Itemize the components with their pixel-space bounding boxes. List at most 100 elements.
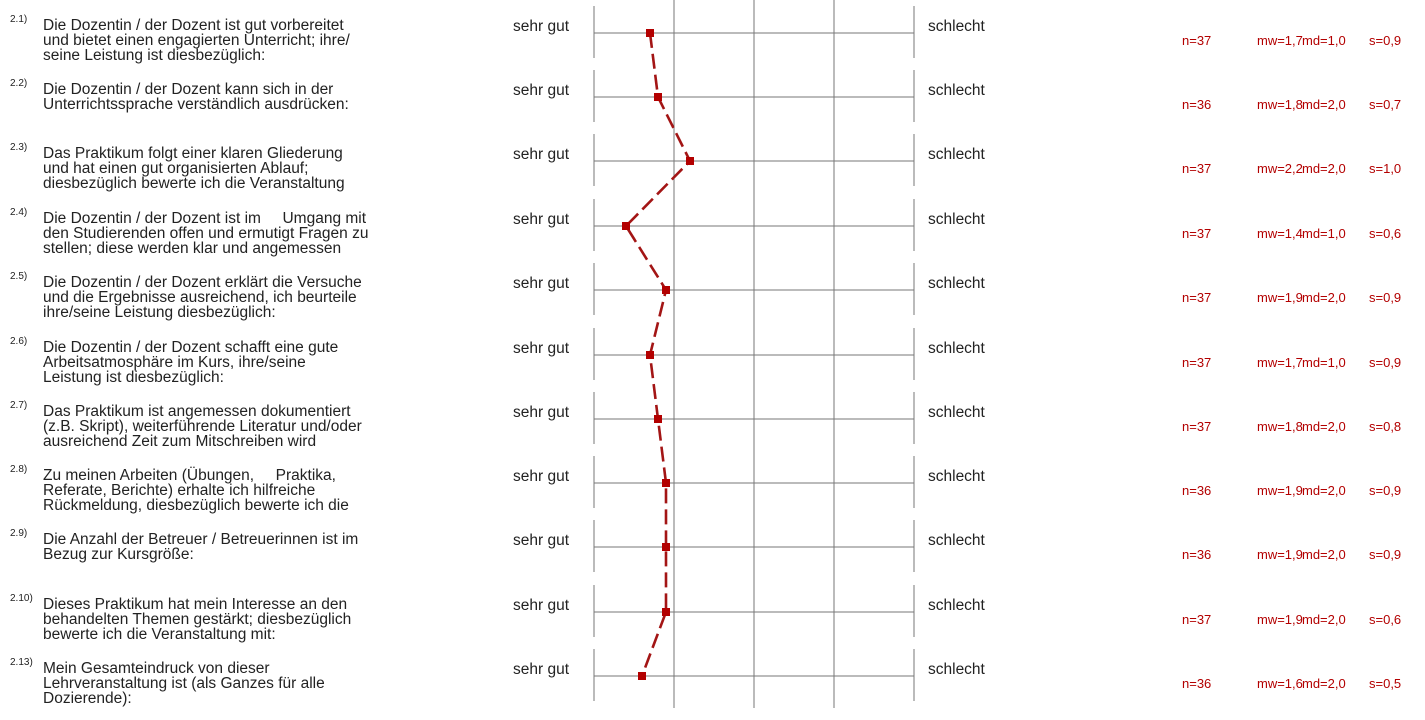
stat-mean: mw=1,9 (1257, 547, 1303, 562)
stat-stddev: s=0,9 (1369, 483, 1402, 498)
stat-stddev: s=0,6 (1369, 226, 1402, 241)
scale-left-label: sehr gut (513, 404, 570, 421)
item-question: Die Anzahl der Betreuer / Betreuerinnen … (43, 531, 463, 563)
scale-left-label: sehr gut (513, 468, 570, 485)
item-question: Die Dozentin / der Dozent ist gut vorber… (43, 18, 463, 64)
stat-stddev: s=0,9 (1369, 290, 1402, 305)
survey-item: 2.7) Das Praktikum ist angemessen dokumen… (0, 399, 1425, 463)
survey-item: 2.2) Die Dozentin / der Dozent kann sich … (0, 77, 1425, 141)
stat-median: md=2,0 (1302, 161, 1346, 176)
scale-left-label: sehr gut (513, 211, 570, 228)
item-question: Dieses Praktikum hat mein Interesse an d… (43, 597, 463, 643)
item-question-line: Die Dozentin / der Dozent ist im Umgang … (43, 210, 367, 227)
survey-item: 2.13) Mein Gesamteindruck von dieser Lehrv… (0, 656, 1425, 720)
stat-median: md=2,0 (1302, 419, 1346, 434)
stat-mean: mw=1,9 (1257, 483, 1303, 498)
stat-median: md=2,0 (1302, 290, 1346, 305)
stat-n: n=37 (1182, 419, 1212, 434)
item-question: Zu meinen Arbeiten (Übungen, Praktika, Re… (43, 467, 463, 514)
stat-median: md=2,0 (1302, 612, 1346, 627)
mean-marker (654, 93, 662, 101)
item-question-line: Rückmeldung, diesbezüglich bewerte ich d… (43, 497, 349, 514)
stat-mean: mw=1,9 (1257, 612, 1303, 627)
item-number: 2.3) (10, 142, 28, 153)
stat-n: n=37 (1182, 226, 1212, 241)
item-question-line: Die Dozentin / der Dozent schafft eine g… (43, 339, 339, 356)
scale-left-label: sehr gut (513, 661, 570, 678)
mean-marker (662, 479, 670, 487)
item-question: Mein Gesamteindruck von dieser Lehrverans… (43, 660, 463, 707)
mean-marker (622, 222, 630, 230)
stat-mean: mw=1,7 (1257, 33, 1303, 48)
scale-right-label: schlecht (928, 597, 985, 614)
item-question-line: diesbezüglich bewerte ich die Veranstalt… (43, 175, 345, 192)
stat-n: n=36 (1182, 483, 1212, 498)
scale-right-label: schlecht (928, 211, 985, 228)
stat-n: n=36 (1182, 676, 1212, 691)
stat-n: n=37 (1182, 612, 1212, 627)
stat-n: n=37 (1182, 290, 1212, 305)
item-question: Die Dozentin / der Dozent ist im Umgang … (43, 210, 463, 257)
item-question-line: Das Praktikum folgt einer klaren Glieder… (43, 145, 343, 162)
item-question-line: Leistung ist diesbezüglich: (43, 369, 224, 386)
survey-item: 2.1) Die Dozentin / der Dozent ist gut vo… (0, 13, 1425, 77)
stat-mean: mw=1,8 (1257, 419, 1303, 434)
scale-left-label: sehr gut (513, 275, 570, 292)
item-question-line: und bietet einen engagierten Unterricht;… (43, 32, 350, 49)
stat-n: n=37 (1182, 33, 1212, 48)
stat-stddev: s=0,9 (1369, 547, 1402, 562)
mean-marker (646, 351, 654, 359)
item-question-line: (z.B. Skript), weiterführende Literatur … (43, 418, 362, 435)
stat-mean: mw=1,7 (1257, 355, 1303, 370)
stat-stddev: s=0,8 (1369, 419, 1402, 434)
mean-marker (686, 157, 694, 165)
item-question-line: Arbeitsatmosphäre im Kurs, ihre/seine (43, 354, 306, 371)
mean-marker (654, 415, 662, 423)
item-question-line: bewerte ich die Veranstaltung mit: (43, 626, 276, 643)
item-question-line: Bezug zur Kursgröße: (43, 546, 194, 563)
mean-marker (662, 286, 670, 294)
stat-median: md=2,0 (1302, 676, 1346, 691)
item-question-line: den Studierenden offen und ermutigt Frag… (43, 225, 369, 242)
item-number: 2.2) (10, 78, 28, 89)
item-question-line: Dozierende): (43, 690, 132, 707)
item-question-line: Referate, Berichte) erhalte ich hilfreic… (43, 482, 316, 499)
item-question-line: stellen; diese werden klar und angemesse… (43, 240, 342, 257)
mean-marker (662, 543, 670, 551)
stat-stddev: s=1,0 (1369, 161, 1402, 176)
item-number: 2.7) (10, 400, 28, 411)
item-number: 2.9) (10, 528, 28, 539)
stat-mean: mw=1,9 (1257, 290, 1303, 305)
scale-right-label: schlecht (928, 146, 985, 163)
stat-median: md=2,0 (1302, 483, 1346, 498)
item-question-line: Die Dozentin / der Dozent kann sich in d… (43, 81, 334, 98)
item-question-line: Die Dozentin / der Dozent erklärt die Ve… (43, 274, 362, 291)
item-number: 2.13) (10, 657, 33, 668)
stat-mean: mw=1,6 (1257, 676, 1303, 691)
scale-left-label: sehr gut (513, 146, 570, 163)
item-question-line: Unterrichtssprache verständlich ausdrück… (43, 96, 349, 113)
item-question: Die Dozentin / der Dozent erklärt die Ve… (43, 274, 463, 321)
item-question: Die Dozentin / der Dozent kann sich in d… (43, 81, 463, 113)
stat-stddev: s=0,9 (1369, 33, 1402, 48)
stat-median: md=1,0 (1302, 33, 1346, 48)
scale-right-label: schlecht (928, 661, 985, 678)
item-question-line: behandelten Themen gestärkt; diesbezügli… (43, 611, 352, 628)
stat-stddev: s=0,7 (1369, 97, 1402, 112)
item-question-line: Mein Gesamteindruck von dieser (43, 660, 270, 677)
mean-marker (638, 672, 646, 680)
scale-left-label: sehr gut (513, 597, 570, 614)
item-question-line: ihre/seine Leistung diesbezüglich: (43, 304, 276, 321)
stat-median: md=2,0 (1302, 547, 1346, 562)
item-question: Das Praktikum folgt einer klaren Glieder… (43, 145, 463, 192)
stat-n: n=37 (1182, 355, 1212, 370)
scale-right-label: schlecht (928, 532, 985, 549)
mean-marker (646, 29, 654, 37)
stat-mean: mw=1,8 (1257, 97, 1303, 112)
item-question-line: Zu meinen Arbeiten (Übungen, Praktika, (43, 467, 336, 484)
survey-item: 2.10) Dieses Praktikum hat mein Interesse… (0, 592, 1425, 656)
scale-right-label: schlecht (928, 404, 985, 421)
item-question-line: Die Anzahl der Betreuer / Betreuerinnen … (43, 531, 359, 548)
item-number: 2.4) (10, 207, 28, 218)
